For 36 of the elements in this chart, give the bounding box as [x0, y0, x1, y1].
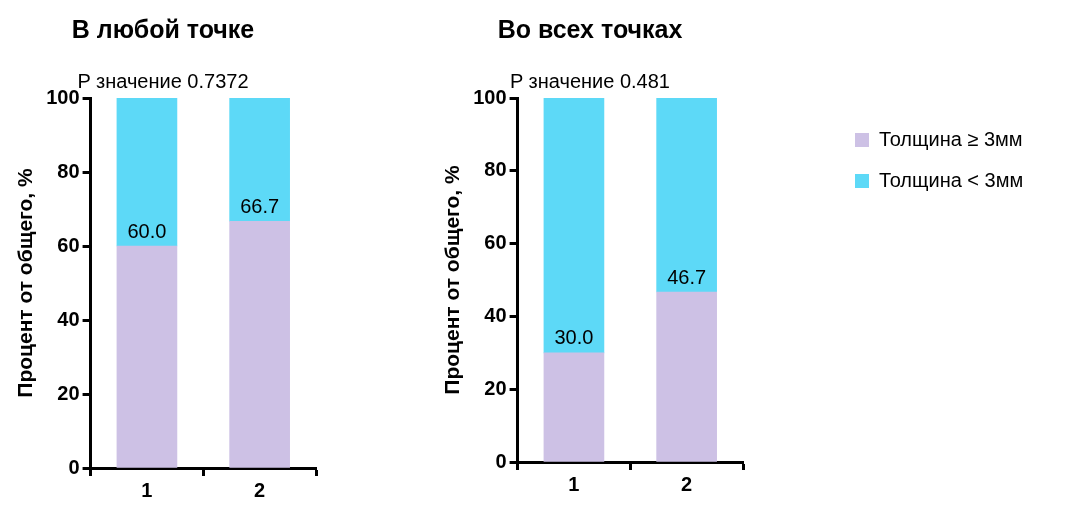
y-tick-label: 80 — [484, 158, 507, 181]
y-tick-label: 20 — [484, 376, 507, 399]
chart-title: В любой точке — [71, 14, 255, 43]
bar — [656, 98, 717, 293]
text: P значение 0.7372 — [77, 69, 249, 92]
y-tick-label: 0 — [495, 449, 507, 472]
data-label: 46.7 — [667, 265, 707, 288]
data-label: 66.7 — [240, 194, 280, 217]
x-tick-label: 2 — [254, 478, 266, 501]
bar — [656, 291, 717, 462]
bar — [543, 98, 605, 354]
bar — [229, 220, 290, 468]
y-axis-title: Процент от общего, % — [440, 164, 464, 395]
x-tick-label: 1 — [141, 478, 153, 501]
x-tick-label: 2 — [681, 472, 693, 495]
y-tick-label: 80 — [57, 159, 80, 182]
data-label: 60.0 — [127, 219, 167, 242]
y-tick-label: 100 — [473, 85, 507, 108]
bar — [116, 98, 178, 247]
y-tick-label: 40 — [57, 307, 80, 330]
y-tick-label: 40 — [484, 303, 507, 326]
text: P значение 0.481 — [510, 69, 670, 92]
data-label: 30.0 — [554, 326, 594, 349]
y-tick-label: 20 — [57, 381, 80, 404]
y-tick-label: 60 — [484, 231, 507, 254]
chart-title: Во всех точках — [497, 14, 683, 43]
x-tick-label: 1 — [568, 472, 580, 495]
bar — [116, 245, 178, 468]
bar — [229, 98, 290, 222]
y-tick-label: 100 — [46, 85, 80, 108]
bar — [543, 352, 605, 462]
legend-label: Толщина ≥ 3мм — [879, 128, 1023, 151]
y-tick-label: 60 — [57, 233, 80, 256]
y-tick-label: 0 — [68, 455, 80, 478]
y-axis-title: Процент от общего, % — [13, 167, 37, 398]
legend-label: Толщина < 3мм — [879, 169, 1024, 192]
